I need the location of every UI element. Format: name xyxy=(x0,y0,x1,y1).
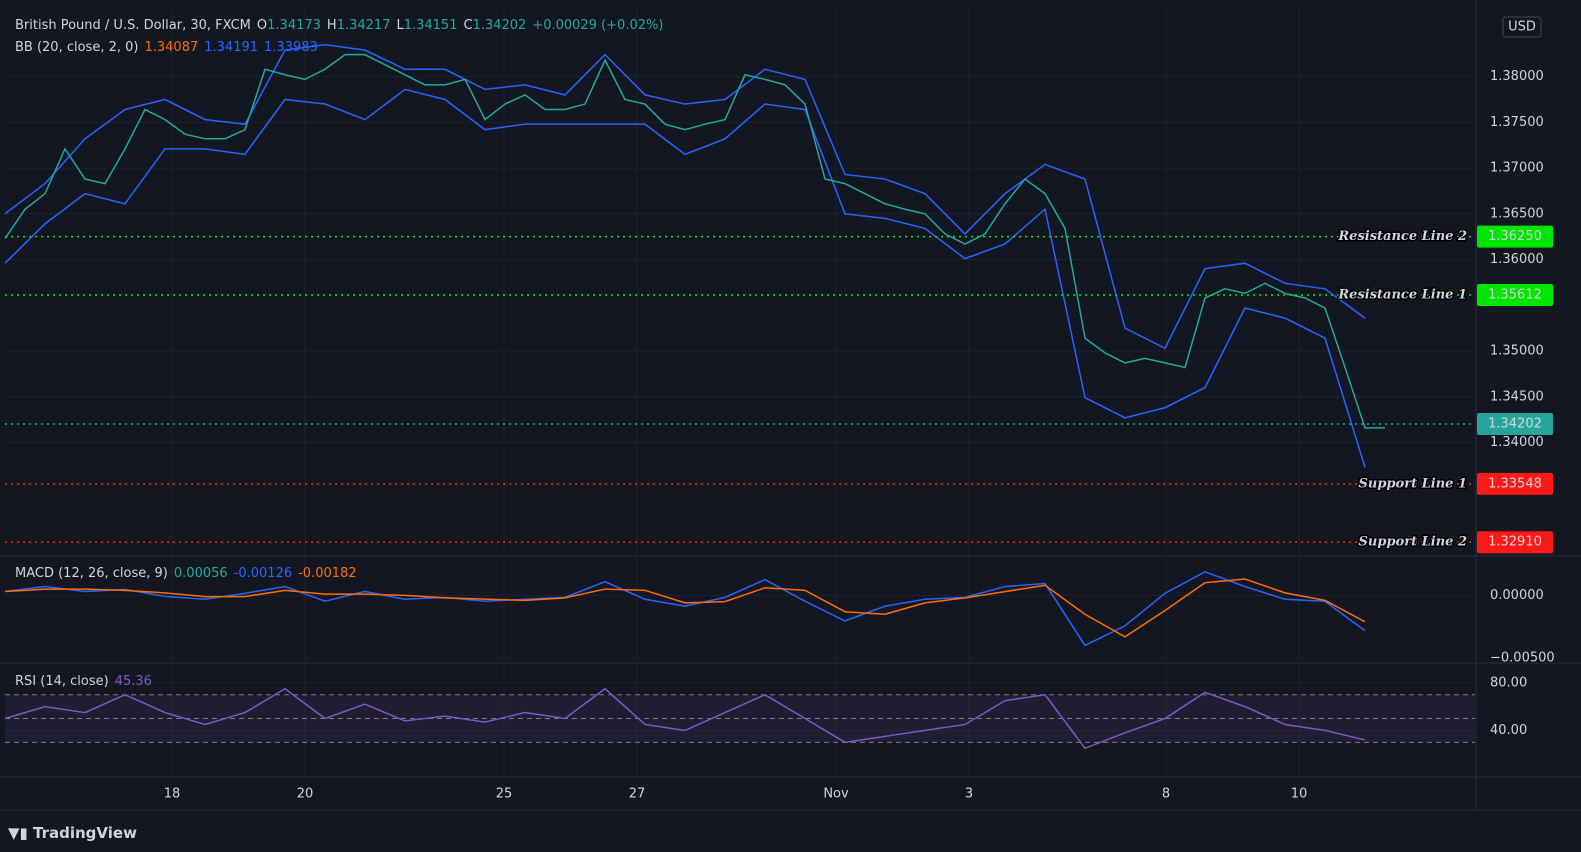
x-tick-label: 27 xyxy=(629,787,646,802)
ohlc-label: O xyxy=(256,18,268,33)
y-tick-label: 0.00000 xyxy=(1490,588,1544,603)
indicator-value: -0.00182 xyxy=(298,566,357,581)
indicator-value: 1.33983 xyxy=(264,40,318,55)
ohlc-value: 1.34173 xyxy=(267,18,321,33)
series-line xyxy=(4,687,1366,750)
series-line xyxy=(4,571,1366,647)
y-tick-label: −0.00500 xyxy=(1490,651,1555,666)
ohlc-label: H xyxy=(326,18,337,33)
indicator-value: 1.34191 xyxy=(204,40,259,55)
price-box xyxy=(1477,413,1553,436)
ohlc-value: 1.34217 xyxy=(336,18,391,33)
series-line xyxy=(4,43,1366,350)
price-box-label: 1.35612 xyxy=(1488,288,1542,303)
x-tick-label: Nov xyxy=(823,787,849,802)
x-tick-label: 25 xyxy=(496,787,513,802)
x-tick-label: 8 xyxy=(1162,787,1170,802)
series-line xyxy=(4,578,1366,638)
x-tick-label: 3 xyxy=(965,787,973,802)
ohlc-label: C xyxy=(463,18,473,33)
ohlc-value: 1.34151 xyxy=(403,18,458,33)
change: +0.00029 (+0.02%) xyxy=(532,18,664,33)
price-box-label: 1.32910 xyxy=(1488,535,1542,550)
bb-legend: BB (20, close, 2, 0) 1.34087 1.34191 1.3398… xyxy=(15,40,324,55)
price-box xyxy=(1477,472,1553,495)
price-box-label: 1.36250 xyxy=(1488,229,1542,244)
indicator-name: RSI (14, close) xyxy=(15,674,109,689)
currency-box xyxy=(1502,16,1542,38)
series-line xyxy=(4,53,1385,429)
indicator-value: 1.34087 xyxy=(144,40,199,55)
price-box xyxy=(1477,531,1553,554)
y-tick-label: 80.00 xyxy=(1490,675,1527,690)
y-tick-label: 40.00 xyxy=(1490,723,1527,738)
symbol-title: British Pound / U.S. Dollar, 30, FXCM xyxy=(15,18,251,33)
indicator-name: MACD (12, 26, close, 9) xyxy=(15,566,168,581)
level-label: Support Line 1 xyxy=(1359,476,1467,491)
level-label: Support Line 2 xyxy=(1359,535,1467,550)
indicator-value: 45.36 xyxy=(114,674,152,689)
currency-label: USD xyxy=(1508,20,1536,35)
brand[interactable]: ▼▮ TradingView xyxy=(8,824,137,842)
rsi-legend: RSI (14, close) 45.36 xyxy=(15,674,158,689)
macd-legend: MACD (12, 26, close, 9) 0.00056 -0.00126 -0… xyxy=(15,566,363,581)
price-legend: British Pound / U.S. Dollar, 30, FXCM O1.… xyxy=(15,18,669,33)
indicator-value: -0.00126 xyxy=(233,566,293,581)
y-tick-label: 1.36500 xyxy=(1490,206,1544,221)
y-tick-label: 1.37500 xyxy=(1490,115,1544,130)
ohlc-value: 1.34202 xyxy=(472,18,527,33)
indicator-name: BB (20, close, 2, 0) xyxy=(15,40,139,55)
price-box xyxy=(1477,225,1553,248)
series-line xyxy=(4,88,1366,468)
x-tick-label: 20 xyxy=(297,787,314,802)
y-tick-label: 1.35000 xyxy=(1490,344,1544,359)
x-tick-label: 10 xyxy=(1291,787,1308,802)
y-tick-label: 1.36000 xyxy=(1490,252,1544,267)
level-label: Resistance Line 2 xyxy=(1337,229,1467,244)
level-label: Resistance Line 1 xyxy=(1337,288,1467,303)
y-tick-label: 1.38000 xyxy=(1490,69,1544,84)
indicator-value: 0.00056 xyxy=(173,566,228,581)
ohlc-label: L xyxy=(396,18,404,33)
price-box xyxy=(1477,284,1553,307)
price-box-label: 1.33548 xyxy=(1488,476,1542,491)
x-tick-label: 18 xyxy=(164,787,181,802)
price-box-label: 1.34202 xyxy=(1488,417,1542,432)
y-tick-label: 1.34000 xyxy=(1490,435,1544,450)
y-tick-label: 1.34500 xyxy=(1490,389,1544,404)
y-tick-label: 1.37000 xyxy=(1490,161,1544,176)
